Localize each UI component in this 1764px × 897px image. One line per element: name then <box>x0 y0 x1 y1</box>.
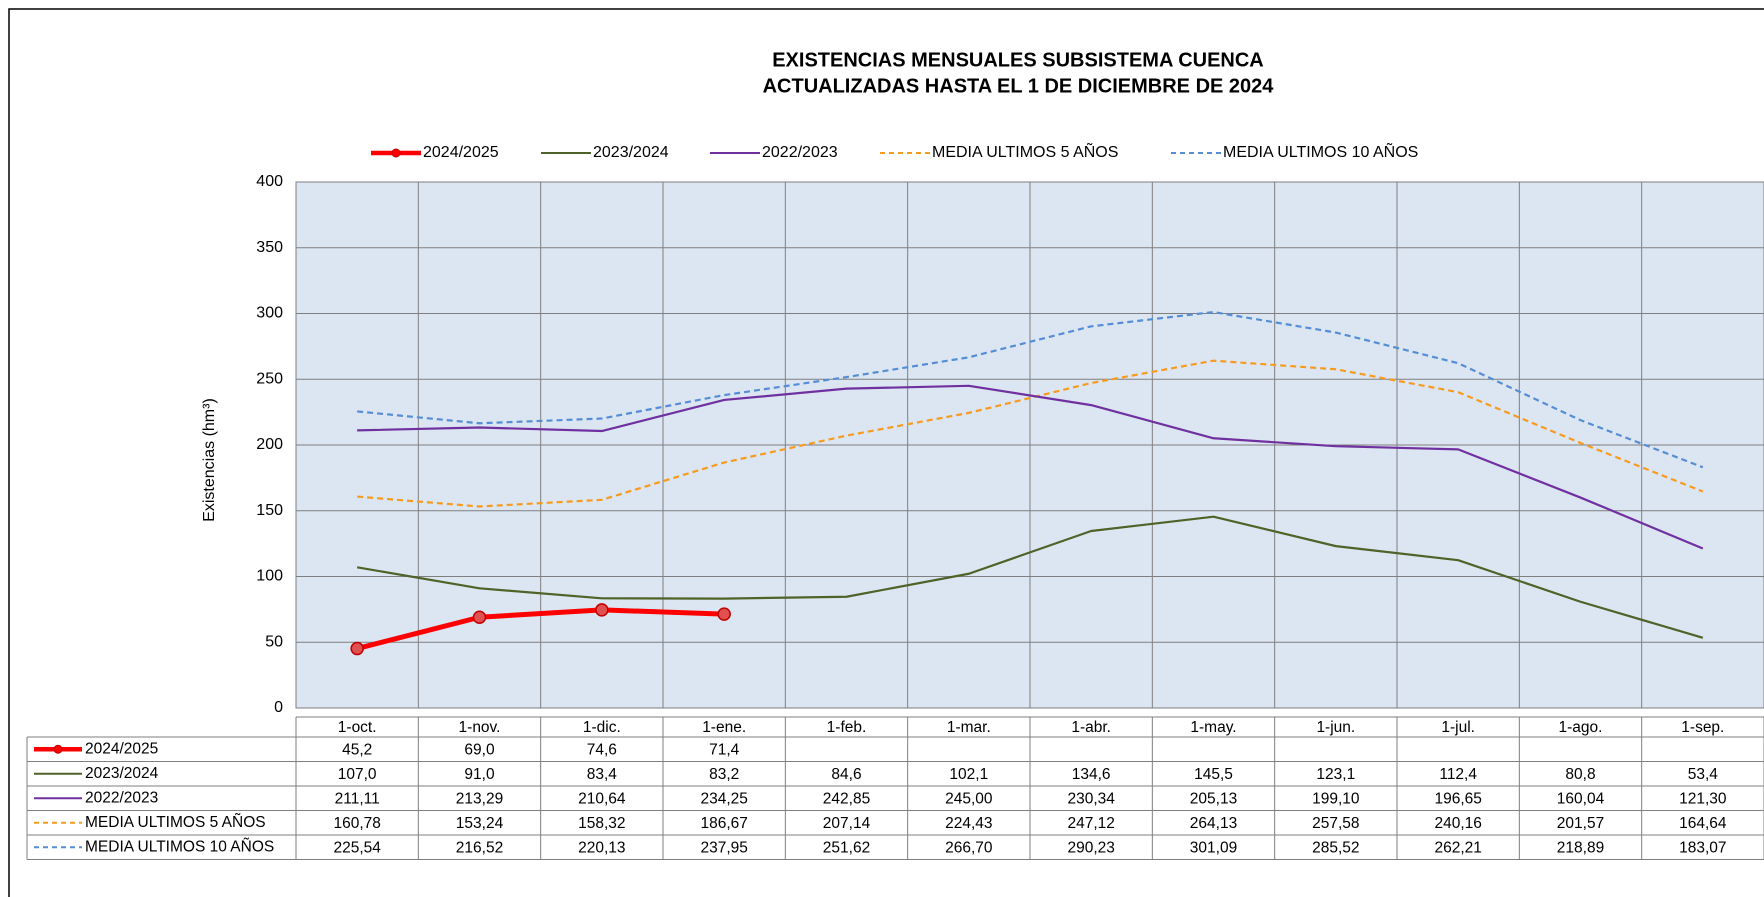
series-line <box>357 310 1704 469</box>
table-cell: 257,58 <box>1312 815 1359 832</box>
table-swatch-marker <box>53 744 63 754</box>
table-cell: 83,2 <box>709 766 739 783</box>
table-cell: 145,5 <box>1194 766 1233 783</box>
table-cell: 102,1 <box>949 766 988 783</box>
table-cell: 301,09 <box>1190 839 1237 856</box>
legend-label: 2022/2023 <box>762 144 838 161</box>
series-line <box>356 607 725 651</box>
x-tick-label: 1-abr. <box>1071 719 1111 736</box>
table-cell: 196,65 <box>1434 790 1481 807</box>
legend-label: MEDIA ULTIMOS 5 AÑOS <box>932 141 1118 161</box>
table-cell: 69,0 <box>464 741 495 758</box>
legend-label: MEDIA ULTIMOS 10 AÑOS <box>1223 141 1418 161</box>
table-cell: 225,54 <box>333 839 381 856</box>
table-cell: 251,62 <box>823 839 870 856</box>
y-tick-label: 300 <box>256 305 283 322</box>
table-cell: 211,11 <box>335 790 380 807</box>
table-cell: 160,04 <box>1557 790 1605 807</box>
table-cell: 224,43 <box>945 815 992 832</box>
table-cell: 71,4 <box>709 741 740 758</box>
x-tick-label: 1-oct. <box>338 719 377 736</box>
x-tick-label: 1-may. <box>1190 719 1236 736</box>
table-cell: 107,0 <box>338 766 377 783</box>
table-cell: 45,2 <box>342 741 372 758</box>
y-tick-label: 50 <box>265 633 283 650</box>
y-tick-label: 0 <box>274 699 283 716</box>
table-row-label: 2022/2023 <box>85 789 158 806</box>
series-marker <box>472 610 487 625</box>
table-row-label: 2024/2025 <box>85 740 158 757</box>
table-cell: 201,57 <box>1557 815 1604 832</box>
y-tick-label: 150 <box>256 502 283 519</box>
legend-label: 2024/2025 <box>423 144 499 161</box>
table-cell: 53,4 <box>1688 766 1719 783</box>
table-cell: 199,10 <box>1312 790 1360 807</box>
y-tick-label: 250 <box>256 370 283 387</box>
table-cell: 134,6 <box>1072 766 1111 783</box>
table-cell: 91,0 <box>464 766 495 783</box>
table-cell: 245,00 <box>945 790 993 807</box>
table-cell: 266,70 <box>945 839 993 856</box>
chart-title: EXISTENCIAS MENSUALES SUBSISTEMA CUENCA <box>772 49 1264 71</box>
x-tick-label: 1-sep. <box>1681 719 1724 736</box>
x-tick-label: 1-mar. <box>947 719 991 736</box>
table-cell: 186,67 <box>700 815 747 832</box>
series-line <box>357 359 1704 508</box>
y-tick-label: 350 <box>256 239 283 256</box>
table-cell: 80,8 <box>1565 766 1595 783</box>
table-cell: 74,6 <box>587 741 617 758</box>
legend-swatch-marker <box>391 148 401 158</box>
series-marker <box>350 641 364 656</box>
series-marker <box>717 607 731 621</box>
table-row-label: MEDIA ULTIMOS 5 AÑOS <box>85 814 266 831</box>
table-cell: 210,64 <box>578 790 626 807</box>
chart-border <box>8 8 1764 897</box>
table-cell: 218,89 <box>1557 839 1604 856</box>
table-cell: 240,16 <box>1434 815 1481 832</box>
table-cell: 290,23 <box>1067 839 1114 856</box>
y-axis-label: Existencias (hm³) <box>201 398 218 522</box>
table-cell: 285,52 <box>1312 839 1359 856</box>
x-tick-label: 1-nov. <box>459 719 501 736</box>
y-tick-label: 200 <box>256 436 283 453</box>
chart-subtitle: ACTUALIZADAS HASTA EL 1 DE DICIEMBRE DE … <box>763 75 1275 97</box>
series-marker <box>595 603 609 617</box>
table-cell: 158,32 <box>578 815 625 832</box>
y-tick-label: 400 <box>256 173 283 190</box>
table-cell: 164,64 <box>1679 815 1727 832</box>
table-cell: 205,13 <box>1190 790 1237 807</box>
x-tick-label: 1-ene. <box>702 719 746 736</box>
table-cell: 121,30 <box>1679 790 1727 807</box>
table-cell: 234,25 <box>700 790 747 807</box>
table-cell: 230,34 <box>1067 790 1115 807</box>
series-line <box>356 515 1704 639</box>
x-tick-label: 1-jun. <box>1316 719 1355 736</box>
y-tick-label: 100 <box>256 568 283 585</box>
x-tick-label: 1-ago. <box>1559 719 1603 736</box>
table-cell: 83,4 <box>587 766 618 783</box>
table-cell: 264,13 <box>1190 815 1237 832</box>
table-row-label: MEDIA ULTIMOS 10 AÑOS <box>85 838 274 855</box>
table-cell: 242,85 <box>823 790 870 807</box>
table-cell: 183,07 <box>1679 839 1726 856</box>
table-cell: 153,24 <box>456 815 504 832</box>
table-cell: 237,95 <box>700 839 747 856</box>
x-tick-label: 1-dic. <box>583 719 621 736</box>
x-tick-label: 1-jul. <box>1441 719 1475 736</box>
table-row-label: 2023/2024 <box>85 765 159 782</box>
table-cell: 220,13 <box>578 839 625 856</box>
table-cell: 160,78 <box>333 815 380 832</box>
table-cell: 84,6 <box>831 766 861 783</box>
x-tick-label: 1-feb. <box>827 719 867 736</box>
table-cell: 216,52 <box>456 839 503 856</box>
table-cell: 207,14 <box>823 815 871 832</box>
table-cell: 247,12 <box>1067 815 1114 832</box>
series-line <box>357 384 1704 550</box>
table-cell: 112,4 <box>1439 766 1477 783</box>
table-cell: 262,21 <box>1434 839 1481 856</box>
table-cell: 213,29 <box>456 790 503 807</box>
legend-label: 2023/2024 <box>593 144 669 161</box>
table-cell: 123,1 <box>1316 766 1355 783</box>
